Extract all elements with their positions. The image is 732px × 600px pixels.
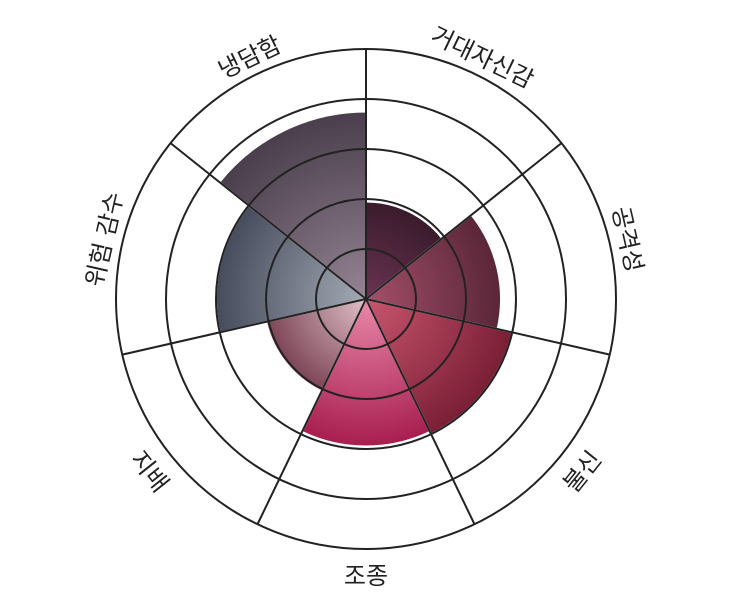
sector-4: [264, 297, 368, 393]
category-label: 지배: [125, 446, 174, 498]
category-label: 거대자신감: [426, 21, 538, 94]
sector-0: [365, 200, 444, 302]
sectors: [215, 110, 514, 448]
grid-spoke: [256, 298, 367, 525]
category-label: 냉담함: [214, 31, 286, 85]
grid: [115, 48, 617, 550]
category-label: 조종: [344, 562, 388, 590]
grid-spoke: [365, 298, 476, 525]
grid-spoke: [365, 298, 610, 356]
grid-spoke: [169, 142, 367, 300]
category-label: 불신: [558, 446, 607, 498]
sector-1: [363, 213, 502, 331]
sector-3: [300, 296, 432, 448]
sector-6: [218, 110, 367, 302]
grid-spoke: [122, 298, 367, 356]
category-label: 위험 감수: [80, 189, 129, 289]
grid-spoke: [365, 142, 563, 300]
